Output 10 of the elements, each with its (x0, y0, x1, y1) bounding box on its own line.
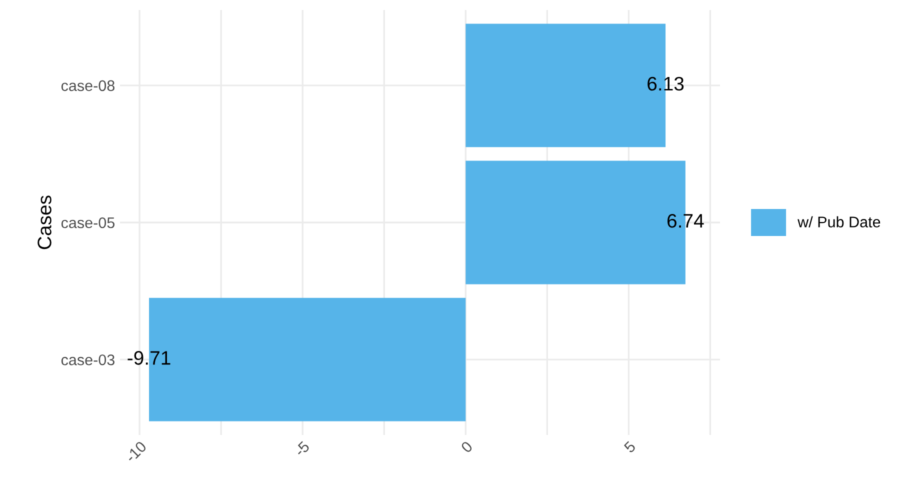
x-tick-label: 0 (460, 440, 474, 454)
x-tick-label: -5 (294, 440, 310, 457)
data-label: -9.71 (128, 351, 170, 365)
y-tick-label: case-05 (61, 217, 114, 228)
y-tick-label: case-03 (61, 354, 114, 366)
y-tick-label: case-08 (61, 80, 114, 92)
x-tick-label: 5 (624, 440, 636, 454)
x-tick-label: -10 (124, 440, 148, 463)
y-axis-title: Cases (38, 196, 52, 250)
legend-label: w/ Pub Date (798, 216, 880, 228)
